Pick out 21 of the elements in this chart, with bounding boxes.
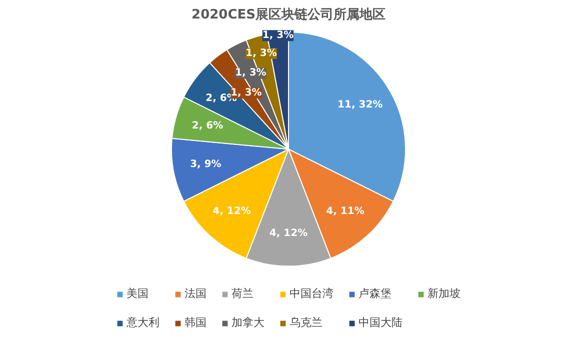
data-label: 1, 3%: [262, 30, 294, 42]
legend-label: 韩国: [184, 315, 206, 330]
data-label: 4, 11%: [326, 206, 364, 217]
legend-label: 加拿大: [232, 315, 264, 330]
legend-label: 中国台湾: [290, 286, 334, 301]
data-label: 11, 32%: [338, 99, 383, 110]
legend-label: 乌克兰: [290, 315, 322, 330]
legend-label: 新加坡: [428, 286, 460, 301]
data-label: 1, 3%: [235, 68, 266, 79]
legend-label: 卢森堡: [358, 286, 392, 301]
chart-title: 2020CES展区块链公司所属地区: [192, 6, 386, 22]
legend-label: 美国: [126, 286, 148, 301]
data-label: 4, 12%: [212, 206, 251, 217]
data-label: 3, 9%: [190, 159, 222, 170]
data-label: 4, 12%: [269, 228, 308, 239]
legend-label: 中国大陆: [358, 315, 402, 330]
legend-label: 荷兰: [232, 286, 254, 301]
legend-label: 法国: [184, 286, 206, 301]
data-label: 2, 6%: [192, 120, 224, 132]
legend-label: 意大利: [126, 315, 160, 330]
data-label: 1, 3%: [246, 48, 277, 60]
